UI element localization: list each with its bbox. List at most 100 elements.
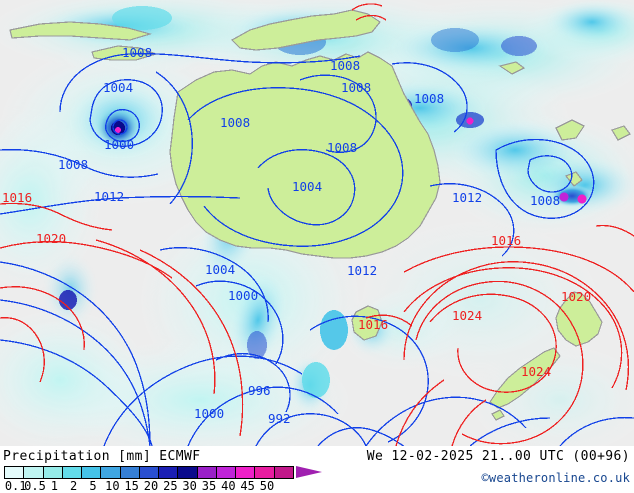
colorbar-swatch	[159, 467, 179, 478]
isobar-label: 996	[248, 383, 271, 398]
colorbar-swatch	[139, 467, 160, 478]
precipitation-colorbar[interactable]: 0.1 0.5 1 2 5 10 15 20 25 30 35 40 45 50	[4, 466, 320, 493]
land-stewart-island	[491, 409, 505, 421]
colorbar-overflow-arrow-icon	[296, 466, 322, 478]
isobar-tasman-1016	[365, 314, 413, 327]
colorbar-swatch	[101, 467, 121, 478]
isobar-1008-nw-australia	[155, 71, 193, 205]
isobar-trough-b	[0, 299, 151, 446]
isobar-label: 1000	[228, 288, 258, 303]
colorbar-swatch	[216, 467, 237, 478]
colorbar-tick: 0.5	[24, 479, 46, 493]
land-tasmania	[351, 305, 383, 341]
isobar-label: 1008	[327, 140, 357, 155]
isobar-label: 992	[268, 411, 291, 426]
isobar-1016-nz-outer	[403, 246, 634, 293]
colorbar-tick: 5	[89, 479, 97, 493]
isobar-1008-vanuatu-inner	[527, 155, 573, 193]
colorbar-tick: 25	[163, 479, 178, 493]
land-australia	[169, 51, 441, 259]
isobar-label: 1008	[341, 80, 371, 95]
land-timor	[91, 45, 158, 61]
isobar-bight-outer	[95, 239, 216, 395]
isobar-trough-i	[365, 396, 527, 446]
isobar-1008-east	[391, 62, 468, 133]
isobar-1008-west	[0, 148, 159, 178]
isobar-trough-d	[103, 355, 303, 446]
isobar-indo-red	[351, 3, 383, 11]
isobar-1012-east-coast	[429, 183, 515, 257]
isobar-label: 1008	[220, 115, 250, 130]
colorbar-swatch	[82, 467, 102, 478]
isobar-1004-cyclone	[89, 79, 163, 147]
isobar-trough-e	[187, 386, 339, 446]
isobar-nz-se	[395, 379, 445, 446]
isobar-label: 1004	[103, 80, 133, 95]
colorbar-tick: 20	[143, 479, 159, 493]
isobar-nz-big	[403, 261, 630, 391]
landmass-layer	[9, 9, 631, 421]
land-new-guinea	[231, 9, 381, 51]
colorbar-tick: 30	[182, 479, 197, 493]
isobar-label: 1008	[330, 58, 360, 73]
colorbar-tick: 2	[70, 479, 78, 493]
isobar-label: 1008	[530, 193, 560, 208]
isobars-high	[0, 3, 634, 446]
land-solomon	[498, 61, 526, 75]
land-nz-north	[555, 291, 603, 347]
colorbar-tick: 50	[259, 479, 275, 493]
isobar-1000-sw	[195, 280, 284, 365]
colorbar-tick: 35	[201, 479, 217, 493]
isobar-trough-c	[0, 339, 153, 446]
isobar-label: 1008	[58, 157, 88, 172]
isobar-1024-nz	[429, 293, 557, 393]
isobar-cyclone-core	[112, 119, 128, 135]
isobar-label: 1024	[452, 308, 482, 323]
isobar-label: 1004	[205, 262, 235, 277]
land-indonesia-arc	[9, 21, 153, 41]
isobar-label: 1020	[36, 231, 66, 246]
colorbar-tick-labels: 0.1 0.5 1 2 5 10 15 20 25 30 35 40 45 50	[0, 479, 320, 493]
map-canvas: 1008 1004 1000 1008 1012 1008 1008 1008 …	[0, 0, 634, 446]
isobar-1020-inner-w2	[0, 317, 45, 383]
isobar-label: 1012	[452, 190, 482, 205]
precipitation-map[interactable]: 1008 1004 1000 1008 1012 1008 1008 1008 …	[0, 0, 634, 446]
colorbar-swatch	[120, 467, 140, 478]
isobars-low	[0, 53, 634, 446]
isobar-label: 1008	[414, 91, 444, 106]
colorbar-swatches[interactable]	[4, 466, 294, 479]
isobar-trough-h	[309, 315, 429, 443]
colorbar-tick: 45	[240, 479, 255, 493]
land-vanuatu	[565, 171, 583, 187]
isobar-labels: 1008 1004 1000 1008 1012 1008 1008 1008 …	[2, 45, 591, 426]
isobar-1024-nz-outer	[415, 280, 584, 445]
colorbar-tick: 1	[50, 479, 58, 493]
isobar-south-east-1	[559, 416, 634, 446]
isobar-1012-south-of-cont	[0, 195, 241, 215]
model-run-timestamp: We 12-02-2025 21..00 UTC (00+96)	[366, 449, 630, 464]
land-new-caledonia	[555, 119, 585, 141]
isobar-label: 1016	[358, 317, 388, 332]
isobar-1020-inner-w	[0, 286, 85, 351]
colorbar-swatch	[197, 467, 217, 478]
isobar-labels-high: 1016 1020 1016 1016 1020 1024 1024	[2, 190, 591, 379]
isobar-trough-a	[0, 261, 151, 446]
isobar-label: 1004	[292, 179, 322, 194]
colorbar-tick: 15	[124, 479, 139, 493]
colorbar-swatch	[178, 467, 198, 478]
isobar-1004-interior	[257, 149, 356, 226]
colorbar-swatch	[62, 467, 83, 478]
isobar-label: 1000	[194, 406, 224, 421]
isobar-996-sw	[215, 352, 291, 413]
copyright-credit: ©weatheronline.co.uk	[481, 471, 630, 485]
isobar-1008-interior-big	[187, 87, 404, 247]
isobar-label: 1012	[347, 263, 377, 278]
isobar-trough-f	[255, 413, 367, 446]
isobar-1016-right-edge	[595, 224, 634, 237]
isobar-labels-low: 1008 1004 1000 1008 1012 1008 1008 1008 …	[58, 45, 560, 426]
isobar-se-edge	[469, 417, 551, 446]
isobar-1000-cyclone-inner	[105, 108, 140, 143]
isobar-label: 1016	[2, 190, 32, 205]
colorbar-swatch	[24, 467, 44, 478]
